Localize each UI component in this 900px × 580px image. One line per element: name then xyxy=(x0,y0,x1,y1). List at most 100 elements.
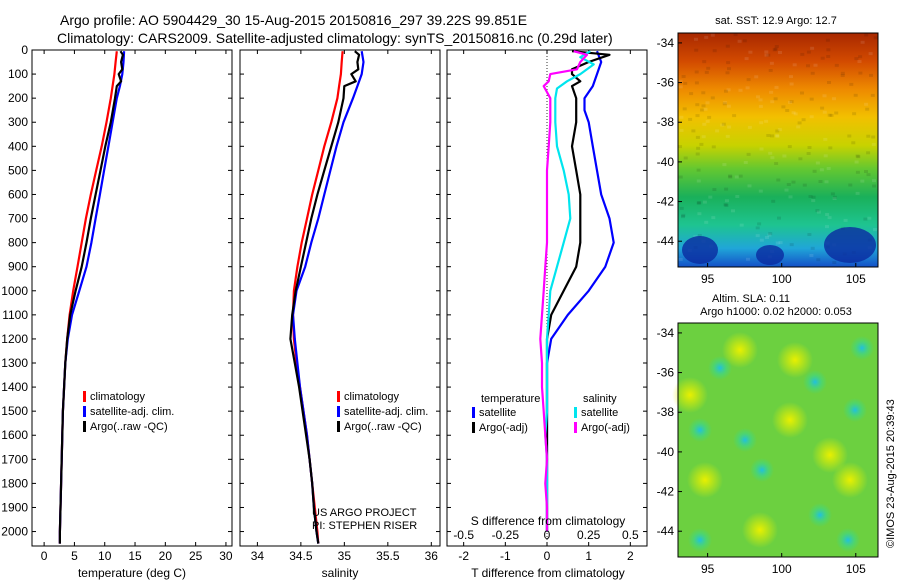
legend-swatch-0 xyxy=(337,391,340,402)
sst-texture-cell xyxy=(871,142,876,146)
sst-texture-cell xyxy=(822,94,827,98)
depth-tick-label: 100 xyxy=(8,67,28,81)
sst-texture-cell xyxy=(759,238,764,242)
sst-texture-cell xyxy=(787,145,792,149)
map-y-tick-label: -40 xyxy=(657,445,675,459)
sst-texture-cell xyxy=(695,114,700,118)
sst-texture-cell xyxy=(857,60,862,63)
sst-texture-cell xyxy=(681,75,686,78)
sst-texture-cell xyxy=(848,183,853,187)
legend-swatch-1 xyxy=(83,406,86,417)
sst-texture-cell xyxy=(782,154,787,158)
legend-swatch-1 xyxy=(337,406,340,417)
legend-label-0: climatology xyxy=(344,391,400,403)
legend-label-2: satellite xyxy=(581,407,618,419)
sst-texture-cell xyxy=(770,134,774,138)
map-x-tick-label: 105 xyxy=(846,562,866,576)
sla-high-spot xyxy=(777,342,813,378)
sst-texture-cell xyxy=(738,88,743,92)
sst-texture-cell xyxy=(728,174,733,178)
x-tick-label: 0 xyxy=(41,549,48,563)
sst-texture-cell xyxy=(688,117,693,121)
sst-texture-cell xyxy=(721,122,726,126)
map-x-tick-label: 100 xyxy=(772,272,792,286)
sst-texture-cell xyxy=(788,195,793,199)
sst-texture-cell xyxy=(816,258,821,262)
sst-texture-cell xyxy=(712,188,717,191)
sst-texture-cell xyxy=(834,111,839,115)
sst-texture-cell xyxy=(826,55,831,58)
sst-texture-cell xyxy=(793,112,798,116)
sst-texture-cell xyxy=(697,201,702,205)
sst-texture-cell xyxy=(806,64,810,68)
sst-texture-cell xyxy=(860,179,865,183)
sst-texture-cell xyxy=(785,109,790,112)
sst-texture-cell xyxy=(678,175,683,179)
sst-texture-cell xyxy=(764,50,769,54)
sst-texture-cell xyxy=(866,173,871,177)
sst-texture-cell xyxy=(860,40,865,44)
sst-texture-cell xyxy=(706,66,711,70)
sst-texture-cell xyxy=(810,246,815,250)
x-tick-label: 36 xyxy=(425,549,439,563)
legend-label-3: Argo(-adj) xyxy=(581,422,630,434)
temperature-plot-area: 0 5 10 15 20 25 30 climatology satellite-adj. cl… xyxy=(32,49,233,563)
sst-texture-cell xyxy=(694,37,698,41)
legend-swatch-1 xyxy=(472,422,475,433)
sst-texture-cell xyxy=(869,73,873,77)
sst-texture-cell xyxy=(758,98,763,102)
sst-texture-cell xyxy=(832,97,836,101)
depth-tick-label: 1600 xyxy=(1,428,28,442)
depth-tick-label: 200 xyxy=(8,91,28,105)
sst-texture-cell xyxy=(720,123,725,127)
sst-texture-cell xyxy=(789,100,794,104)
sst-texture-cell xyxy=(724,89,728,93)
x-tick-label: 15 xyxy=(128,549,142,563)
depth-tick-label: 1100 xyxy=(2,308,28,322)
sst-texture-cell xyxy=(696,179,701,183)
sst-texture-cell xyxy=(678,85,683,89)
sst-texture-cell xyxy=(697,212,702,216)
legend-label-1: satellite-adj. clim. xyxy=(90,406,174,418)
legend-label-2: Argo(..raw -QC) xyxy=(344,421,422,433)
sla-map-title-2: Argo h1000: 0.02 h2000: 0.053 xyxy=(700,306,852,318)
sst-texture-cell xyxy=(868,52,873,56)
sst-texture-cell xyxy=(701,135,706,139)
legend-label-1: satellite-adj. clim. xyxy=(344,406,428,418)
depth-tick-label: 400 xyxy=(8,139,28,153)
sst-texture-cell xyxy=(856,155,861,159)
x-tick-label: -2 xyxy=(458,549,469,563)
sst-texture-cell xyxy=(849,82,854,86)
salinity-panel: 34 34.5 35 35.5 36 climatology satellite-adj. … xyxy=(239,49,441,580)
sst-texture-cell xyxy=(681,215,685,219)
figure-subtitle: Climatology: CARS2009. Satellite-adjuste… xyxy=(57,30,613,46)
x-tick-label: 35.5 xyxy=(376,549,400,563)
sst-texture-cell xyxy=(812,169,817,173)
legend-swatch-2 xyxy=(574,407,577,418)
x-tick-label: 20 xyxy=(159,549,173,563)
sst-texture-cell xyxy=(704,70,709,74)
map-x-tick-label: 95 xyxy=(701,562,715,576)
sst-texture-cell xyxy=(858,71,863,75)
sst-texture-cell xyxy=(694,81,699,85)
credit-label: ©IMOS 23-Aug-2015 20:39:43 xyxy=(885,399,897,548)
sst-texture-cell xyxy=(755,234,760,238)
sst-texture-cell xyxy=(756,95,760,99)
sst-texture-cell xyxy=(689,92,694,96)
depth-tick-label: 1000 xyxy=(1,284,28,298)
sst-texture-cell xyxy=(682,107,687,111)
sst-texture-cell xyxy=(818,180,823,183)
sst-texture-cell xyxy=(816,210,821,214)
sla-low-spot xyxy=(808,503,832,527)
sst-texture-cell xyxy=(855,154,860,158)
difference-plot-area: -2 -1 0 1 2 -0.5 -0.25 0 0.25 0.5 temperature salin… xyxy=(447,49,647,563)
sla-high-spot xyxy=(687,462,723,498)
t-diff-label: T difference from climatology xyxy=(471,566,625,580)
sst-texture-cell xyxy=(832,195,837,199)
sst-map-panel: sat. SST: 12.9 Argo: 12.7 95 100 105 -34 -36… xyxy=(657,15,879,286)
map-y-tick-label: -40 xyxy=(657,155,675,169)
s-tick-label: -0.25 xyxy=(492,528,520,542)
depth-tick-label: 900 xyxy=(8,260,28,274)
sst-texture-cell xyxy=(809,254,814,257)
sst-texture-cell xyxy=(771,199,776,203)
